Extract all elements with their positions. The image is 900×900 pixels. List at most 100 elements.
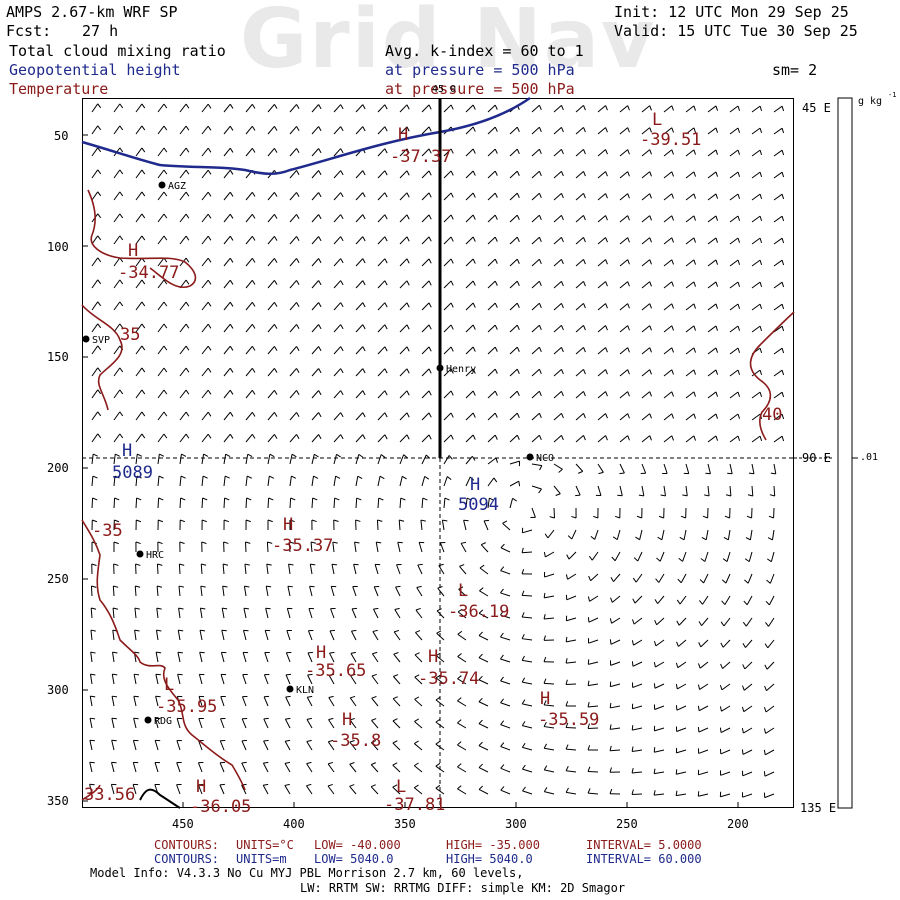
temp-low-value: 33.56 bbox=[84, 785, 135, 805]
wind-barb-flag bbox=[521, 655, 525, 661]
height-contour-interval: INTERVAL= 60.000 bbox=[586, 852, 702, 866]
wind-barb-flag bbox=[97, 279, 102, 285]
wind-barb bbox=[773, 391, 783, 399]
wind-barb-flag bbox=[163, 191, 168, 197]
wind-barb-flag bbox=[472, 258, 476, 264]
wind-barb-flag bbox=[560, 171, 564, 177]
wind-barb bbox=[729, 485, 732, 497]
wind-barb-flag bbox=[296, 148, 300, 153]
wind-barb-flag bbox=[693, 259, 696, 265]
wind-barb-flag bbox=[318, 280, 322, 286]
wind-barb-flag bbox=[247, 453, 253, 458]
wind-barb bbox=[465, 390, 474, 399]
wind-barb-flag bbox=[340, 390, 344, 396]
wind-barb-flag bbox=[737, 347, 741, 353]
wind-barb bbox=[698, 793, 709, 797]
wind-barb bbox=[266, 541, 269, 553]
wind-barb-flag bbox=[89, 761, 95, 764]
wind-barb-flag bbox=[720, 642, 724, 648]
wind-barb bbox=[223, 103, 231, 113]
wind-barb bbox=[771, 529, 775, 540]
wind-barb bbox=[743, 705, 753, 713]
wind-barb bbox=[421, 497, 424, 509]
wind-barb-flag bbox=[649, 391, 652, 397]
wind-barb-flag bbox=[362, 368, 366, 374]
wind-barb bbox=[751, 435, 761, 443]
wind-barb-flag bbox=[653, 662, 656, 668]
wind-barb bbox=[265, 586, 269, 597]
wind-barb bbox=[568, 551, 577, 560]
wind-barb bbox=[179, 103, 187, 113]
wind-barb bbox=[267, 476, 270, 487]
wind-barb-flag bbox=[781, 106, 785, 112]
wind-barb-flag bbox=[113, 541, 119, 545]
wind-barb-flag bbox=[742, 664, 746, 670]
wind-barb-flag bbox=[693, 413, 696, 419]
wind-barb bbox=[135, 147, 143, 157]
wind-barb bbox=[545, 551, 555, 558]
wind-barb bbox=[707, 237, 717, 245]
wind-barb bbox=[375, 542, 379, 553]
wind-barb bbox=[111, 762, 115, 773]
wind-barb bbox=[619, 369, 628, 377]
wind-barb-flag bbox=[251, 302, 256, 307]
wind-barb bbox=[500, 614, 511, 619]
wind-barb-flag bbox=[207, 147, 212, 153]
wind-barb bbox=[223, 476, 226, 487]
wind-barb bbox=[289, 104, 297, 113]
station-hrc-label: HRC bbox=[146, 550, 164, 561]
wind-barb-flag bbox=[222, 563, 229, 566]
wind-barb bbox=[91, 103, 99, 113]
wind-barb bbox=[597, 215, 606, 223]
wind-barb bbox=[676, 749, 687, 754]
wind-barb-flag bbox=[245, 541, 251, 544]
wind-barb bbox=[575, 127, 584, 135]
wind-barb bbox=[179, 367, 187, 377]
wind-barb bbox=[567, 573, 577, 580]
wind-barb-flag bbox=[538, 488, 542, 494]
wind-barb-flag bbox=[737, 369, 741, 375]
wind-barb bbox=[179, 497, 182, 509]
wind-barb-flag bbox=[229, 191, 234, 197]
wind-barb bbox=[394, 609, 401, 619]
wind-barb-flag bbox=[627, 369, 630, 375]
wind-barb bbox=[575, 347, 584, 355]
wind-barb bbox=[443, 170, 452, 179]
wind-barb-flag bbox=[543, 743, 548, 749]
wind-barb-flag bbox=[693, 303, 696, 309]
wind-barb-flag bbox=[693, 127, 696, 133]
wind-barb-flag bbox=[354, 541, 360, 544]
init-time: Init: 12 UTC Mon 29 Sep 25 bbox=[614, 3, 849, 21]
wind-barb-flag bbox=[654, 599, 659, 604]
wind-barb bbox=[597, 303, 606, 311]
wind-barb bbox=[531, 104, 540, 113]
wind-barb-flag bbox=[638, 494, 644, 497]
wind-barb-flag bbox=[781, 414, 785, 420]
wind-barb-flag bbox=[134, 607, 140, 610]
wind-barb bbox=[91, 454, 94, 465]
wind-barb bbox=[632, 705, 643, 710]
wind-barb-flag bbox=[229, 389, 234, 395]
wind-barb-flag bbox=[163, 301, 168, 307]
wind-barb-flag bbox=[222, 585, 228, 588]
wind-barb bbox=[611, 617, 621, 624]
temp-high-value: -35.37 bbox=[272, 536, 333, 556]
wind-barb-flag bbox=[627, 391, 630, 397]
wind-barb-flag bbox=[141, 191, 146, 197]
wind-barb-flag bbox=[201, 541, 207, 544]
wind-barb bbox=[685, 303, 695, 311]
wind-barb bbox=[245, 411, 253, 421]
wind-barb-flag bbox=[494, 126, 498, 132]
wind-barb-flag bbox=[371, 696, 377, 699]
wind-barb bbox=[641, 193, 651, 201]
wind-barb-flag bbox=[141, 213, 146, 219]
wind-barb-flag bbox=[715, 369, 719, 375]
wind-barb bbox=[443, 412, 452, 421]
wind-barb-flag bbox=[284, 783, 290, 786]
wind-barb-flag bbox=[472, 302, 476, 308]
wind-barb-flag bbox=[289, 519, 295, 523]
wind-barb-flag bbox=[384, 368, 388, 374]
wind-barb bbox=[487, 214, 496, 223]
wind-barb-flag bbox=[605, 391, 608, 397]
wind-barb bbox=[267, 236, 275, 245]
